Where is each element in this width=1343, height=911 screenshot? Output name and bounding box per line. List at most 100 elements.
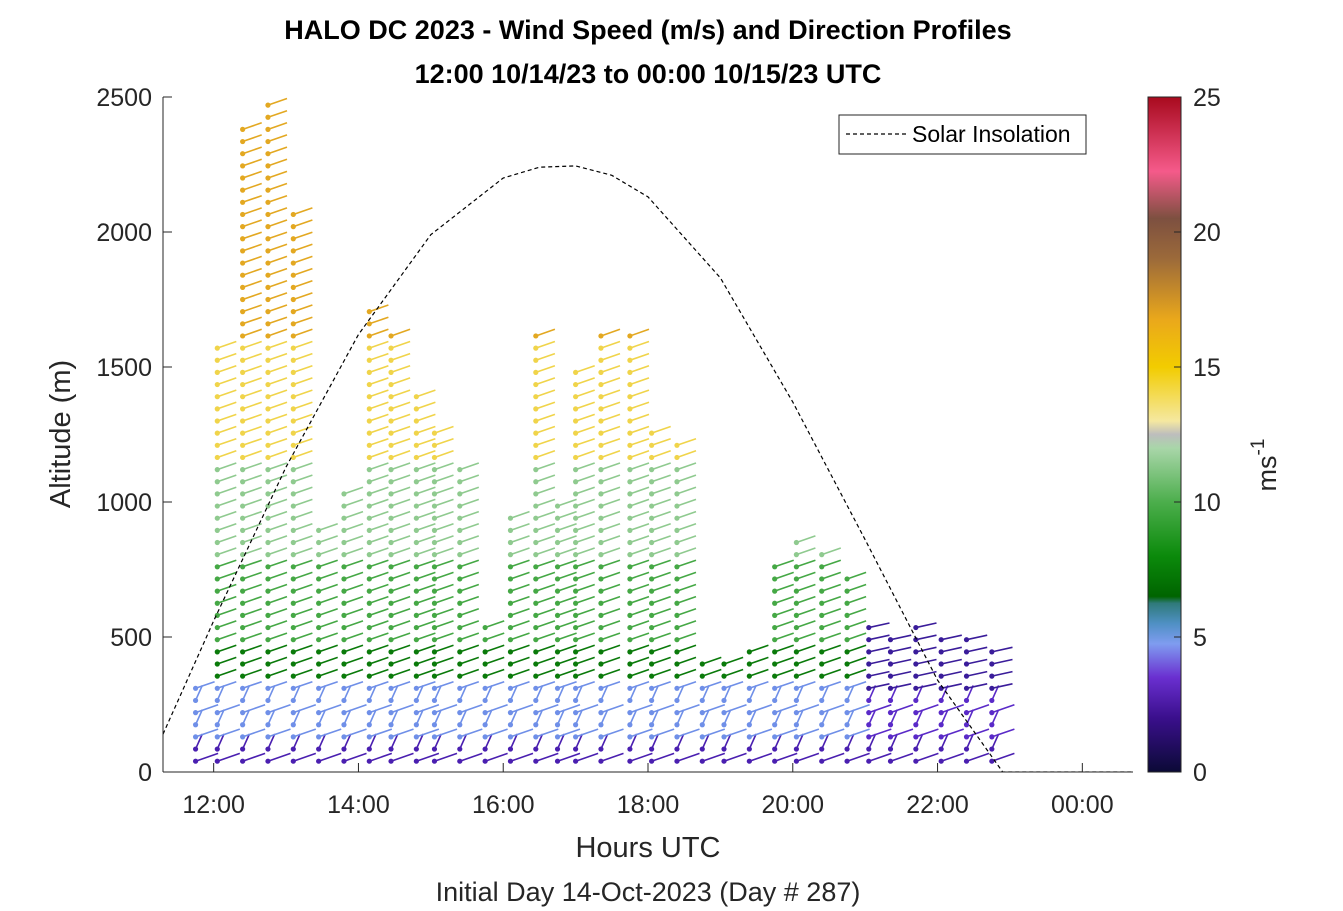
wind-barb (510, 595, 530, 605)
wind-barb-point (887, 734, 894, 740)
wind-barb (774, 704, 798, 714)
wind-barb (267, 280, 288, 289)
wind-barb-point (388, 734, 394, 740)
wind-barb-point (649, 697, 655, 704)
wind-barb (459, 685, 468, 701)
wind-barb-point (214, 491, 220, 497)
wind-barb-point (507, 515, 514, 521)
wind-barb-point (431, 467, 438, 473)
wind-barb (390, 510, 411, 519)
wind-barb-point (431, 430, 438, 436)
wind-barb (217, 571, 237, 580)
wind-barb-point (507, 612, 514, 619)
wind-barb-point (431, 527, 438, 533)
wind-barb-point (989, 673, 995, 679)
wind-barb (343, 680, 364, 690)
wind-barb-point (938, 649, 944, 655)
wind-barb-point (627, 454, 633, 461)
wind-barb (242, 656, 262, 665)
wind-barb (369, 510, 389, 519)
wind-barb-point (457, 539, 463, 546)
wind-barb (459, 632, 480, 641)
wind-barb (293, 752, 317, 762)
wind-barb-point (240, 138, 246, 145)
wind-barb (510, 644, 530, 653)
wind-barb (868, 670, 890, 677)
wind-barb-point (649, 479, 655, 485)
wind-barb (821, 668, 842, 677)
wind-barb (889, 709, 898, 726)
wind-barb (390, 474, 411, 483)
wind-barb-point (240, 126, 246, 132)
wind-barb-point (746, 697, 752, 704)
wind-barb (242, 158, 262, 167)
wind-barb-point (844, 734, 850, 740)
wind-barb-point (598, 345, 604, 351)
wind-barb-point (431, 661, 438, 667)
wind-barb (535, 401, 556, 410)
wind-barb-point (649, 552, 655, 558)
wind-barb-point (533, 503, 539, 509)
wind-barb-point (388, 588, 394, 594)
wind-barb-point (533, 661, 539, 667)
wind-barb (940, 646, 962, 653)
wind-barb (434, 425, 454, 434)
wind-barb-point (989, 734, 995, 740)
wind-barb (991, 704, 1015, 714)
wind-barb-point (554, 588, 561, 594)
wind-barb (267, 644, 288, 653)
wind-barb-point (482, 661, 488, 667)
wind-barb-point (366, 710, 372, 716)
wind-barb-point (772, 612, 778, 619)
wind-barb (369, 328, 389, 337)
wind-barb (318, 752, 342, 762)
wind-barb (434, 620, 454, 629)
wind-barb-point (341, 746, 347, 752)
wind-barb-point (533, 454, 539, 461)
wind-barb (941, 683, 962, 690)
wind-barb (774, 583, 794, 592)
wind-barb (416, 668, 436, 677)
wind-barb (267, 328, 288, 337)
wind-barb (600, 377, 621, 386)
wind-barb (868, 658, 890, 665)
wind-barb-point (844, 661, 850, 667)
wind-barb (267, 704, 291, 714)
wind-barb (535, 704, 559, 714)
chart-title: HALO DC 2023 - Wind Speed (m/s) and Dire… (284, 15, 1011, 45)
wind-barb-point (674, 552, 680, 558)
wind-barb (293, 523, 313, 532)
wind-barb-point (265, 333, 271, 339)
wind-barb (242, 474, 262, 483)
wind-barb (242, 134, 262, 143)
wind-barb-point (457, 564, 463, 570)
wind-barb-point (457, 697, 463, 704)
wind-barb-point (290, 588, 296, 594)
wind-barb-point (598, 454, 604, 461)
wind-barb-point (265, 758, 271, 764)
wind-barb (676, 733, 685, 750)
wind-barb (796, 752, 820, 762)
wind-barb (846, 620, 867, 629)
wind-barb (575, 437, 595, 447)
wind-barb-point (214, 576, 220, 582)
wind-barb-point (674, 722, 680, 728)
wind-barb (390, 523, 411, 532)
wind-barb-point (938, 734, 944, 740)
wind-barb-point (507, 710, 514, 716)
wind-barb-point (431, 758, 438, 764)
wind-barb-point (265, 175, 271, 181)
wind-barb-point (793, 734, 799, 740)
wind-barb-point (793, 576, 799, 582)
wind-barb (434, 656, 454, 665)
wind-barb-point (457, 746, 463, 752)
wind-barb (343, 632, 364, 641)
wind-barb (343, 559, 364, 568)
wind-barb (459, 523, 480, 532)
wind-barb (242, 304, 262, 313)
wind-barb (991, 728, 1015, 738)
wind-barb (415, 733, 424, 750)
wind-barb-point (627, 710, 633, 716)
wind-barb (821, 709, 830, 726)
wind-barb-point (431, 697, 438, 704)
